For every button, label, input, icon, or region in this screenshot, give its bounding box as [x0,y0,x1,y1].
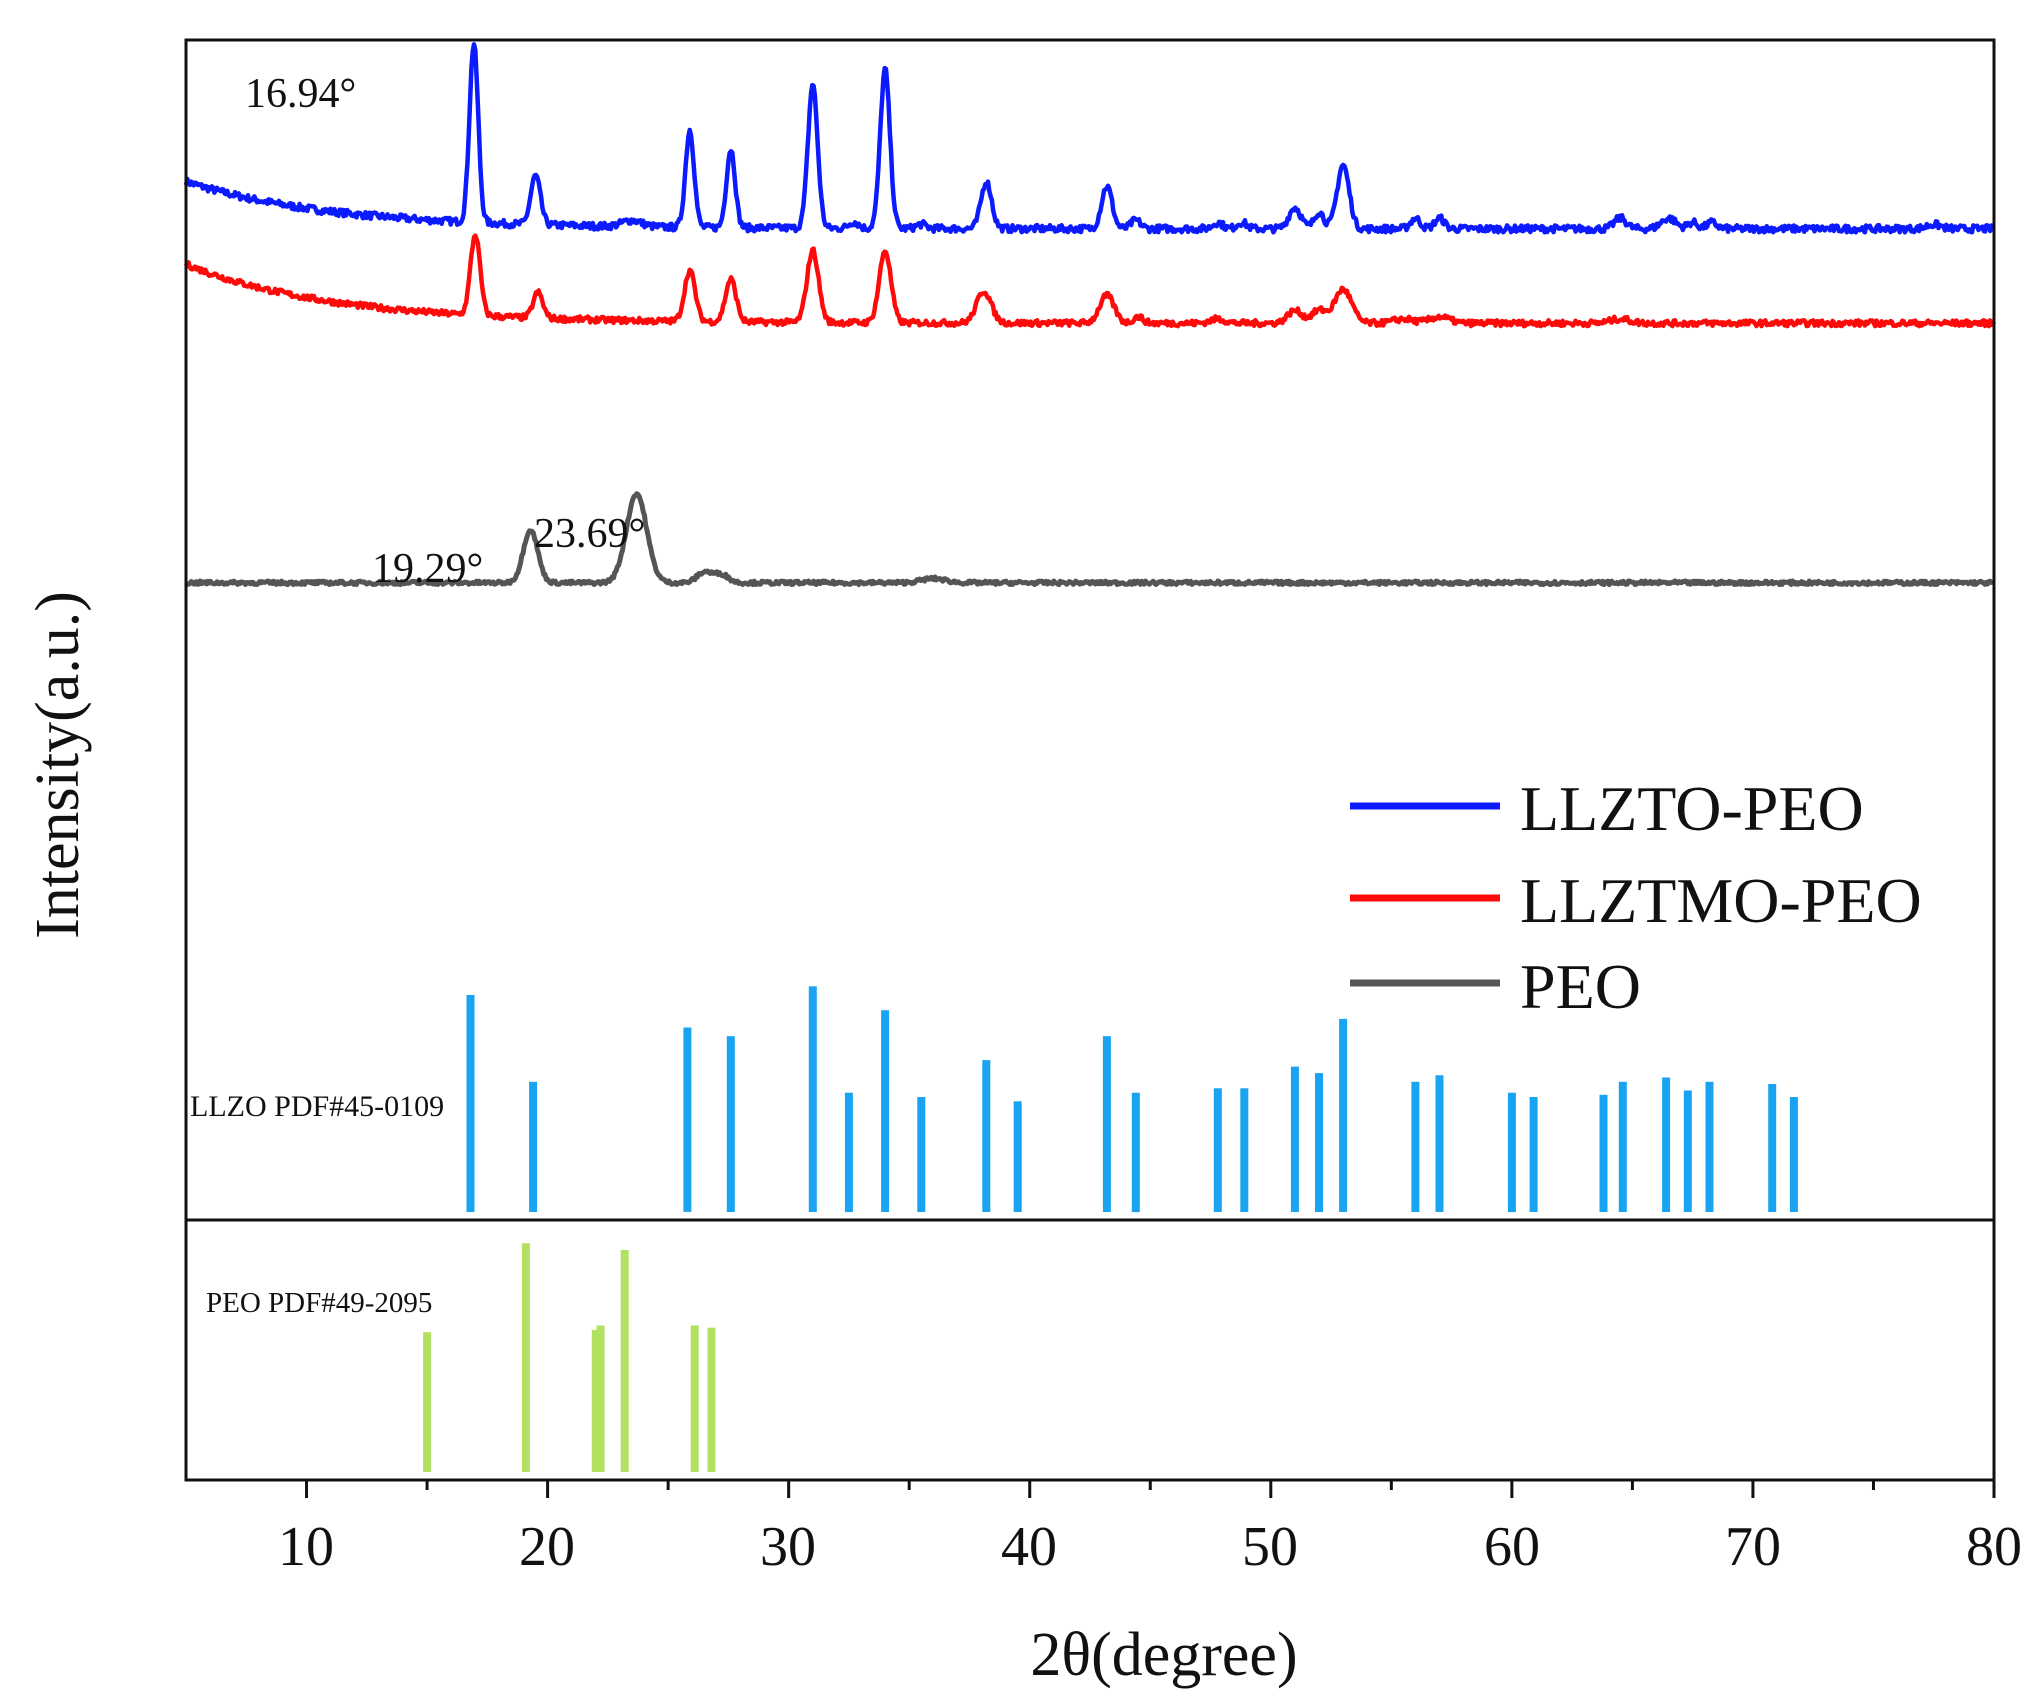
peo-ref-bar-1 [521,1243,530,1472]
llzo-ref-bar-15 [1315,1073,1323,1212]
peo-reference-label: PEO PDF#49-2095 [206,1287,432,1319]
x-tick-label-50: 50 [1242,1516,1298,1578]
legend-label-llzto-peo: LLZTO-PEO [1520,773,1864,844]
peo-ref-bar-6 [707,1327,716,1472]
llzo-ref-bar-0 [466,995,475,1212]
llzo-ref-bar-19 [1507,1092,1516,1213]
series-llzto-peo-line [183,42,1995,235]
x-axis-ticks [305,1480,1996,1498]
llzo-ref-bar-4 [808,986,817,1212]
peo-ref-bar-3 [596,1325,605,1472]
y-axis-title: Intensity(a.u.) [24,591,92,939]
llzo-ref-bar-20 [1529,1097,1538,1212]
llzo-ref-bar-27 [1789,1097,1798,1212]
llzo-ref-bar-18 [1435,1075,1444,1212]
peo-ref-bar-0 [423,1332,432,1472]
peo-ref-bar-5 [690,1325,699,1472]
llzo-ref-bar-6 [881,1010,890,1212]
llzo-ref-bar-26 [1768,1084,1777,1212]
llzo-ref-bar-10 [1102,1036,1111,1212]
llzo-ref-bar-11 [1131,1092,1140,1213]
x-tick-label-60: 60 [1484,1516,1540,1578]
annotation-23-69: 23.69° [534,511,645,557]
series-peo-line [184,491,1996,588]
legend-label-peo: PEO [1520,951,1641,1022]
legend: LLZTO-PEO LLZTMO-PEO PEO [1350,773,1922,1022]
llzo-ref-bar-14 [1290,1066,1299,1212]
llzo-ref-bar-13 [1240,1088,1249,1212]
llzo-ref-bar-21 [1599,1094,1608,1212]
x-tick-label-40: 40 [1001,1516,1057,1578]
annotation-16-94: 16.94° [245,71,356,117]
x-tick-label-80: 80 [1966,1516,2022,1578]
annotation-19-29: 19.29° [372,546,483,592]
peo-ref-bar-2 [591,1329,600,1472]
llzo-reference-label: LLZO PDF#45-0109 [190,1090,444,1123]
llzo-ref-bar-25 [1705,1081,1714,1212]
legend-label-llztmo-peo: LLZTMO-PEO [1520,865,1922,936]
llzo-ref-bar-23 [1662,1077,1671,1212]
llzo-ref-bar-17 [1411,1081,1420,1212]
llzo-ref-bar-22 [1618,1081,1627,1212]
llzo-ref-bar-5 [844,1092,853,1213]
llzo-ref-bar-1 [529,1081,538,1212]
llzo-ref-bar-7 [917,1097,926,1212]
llzo-ref-bar-8 [982,1060,991,1212]
x-tick-label-10: 10 [278,1516,334,1578]
llzo-ref-bar-2 [683,1027,692,1212]
llzo-ref-bar-24 [1683,1090,1692,1212]
x-tick-label-70: 70 [1725,1516,1781,1578]
plot-frame [184,38,1996,1482]
peo-reference-bars [423,1243,716,1472]
x-tick-label-30: 30 [760,1516,816,1578]
llzo-ref-bar-3 [726,1036,735,1212]
llzo-ref-bar-16 [1339,1018,1348,1212]
x-axis-title: 2θ(degree) [1030,1621,1297,1689]
peo-ref-bar-4 [620,1250,629,1472]
llzo-reference-bars [466,986,1798,1213]
llzo-ref-bar-9 [1013,1101,1022,1212]
llzo-ref-bar-12 [1213,1088,1222,1212]
x-tick-label-20: 20 [519,1516,575,1578]
series-llztmo-peo-line [183,233,1997,329]
